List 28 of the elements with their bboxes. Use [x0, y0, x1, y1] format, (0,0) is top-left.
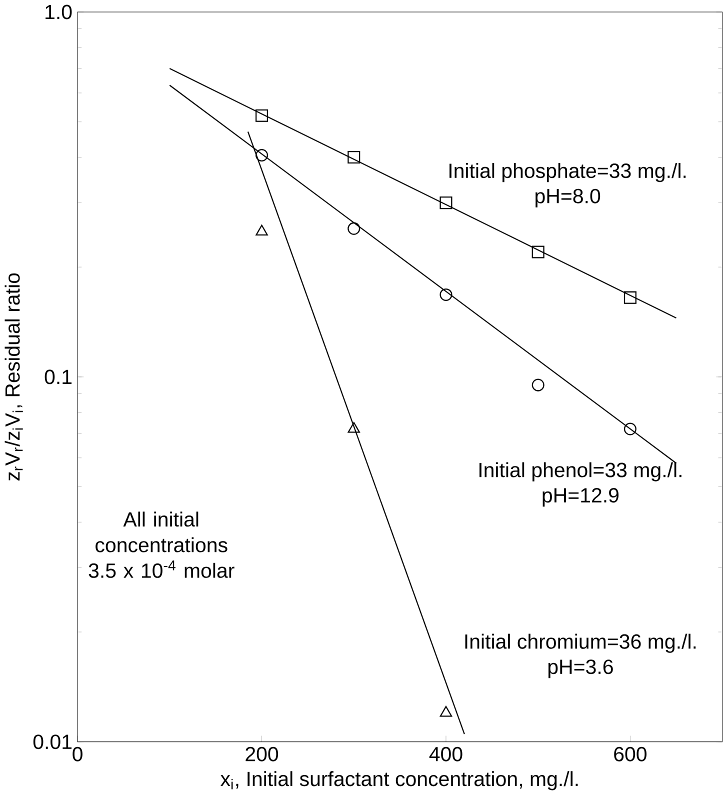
- point: [348, 422, 360, 433]
- annotation: Initial phenol=33 mg./l.: [480, 462, 682, 482]
- point: [440, 706, 452, 717]
- point: [532, 378, 545, 392]
- x-axis-title: x$_{i}$, Initial surfactant concentration, mg./l.: [220, 771, 578, 790]
- point: [624, 291, 637, 304]
- annotation: pH=3.6: [548, 660, 614, 678]
- text: z$_{r}$V$_{r}$/z$_{i}$V$_{i}$, Residual ratio: [4, 273, 24, 481]
- x-tick-label: 200: [246, 746, 278, 762]
- y-tick-label: 1.0: [46, 4, 72, 20]
- annotation: Initial chromium=36 mg./l.: [466, 634, 696, 653]
- point: [348, 222, 360, 235]
- x-tick-label: 0: [72, 746, 83, 762]
- annotation: pH=8.0: [536, 188, 600, 208]
- point: [256, 109, 268, 122]
- point: [440, 288, 452, 301]
- annotation: All initial concentrations 3.5 x 10$^{-4}$ molar: [89, 512, 235, 578]
- x-tick-label: 400: [430, 746, 462, 762]
- point: [624, 422, 637, 436]
- point: [256, 148, 268, 162]
- point: [440, 196, 452, 210]
- point: [348, 150, 360, 164]
- point: [532, 246, 545, 258]
- y-tick-label: 0.01: [34, 734, 72, 750]
- annotation: Initial phosphate=33 mg./l.: [450, 163, 686, 182]
- x-tick-label: 600: [614, 746, 647, 762]
- annotation: pH=12.9: [542, 488, 619, 507]
- y-tick-label: 0.1: [45, 370, 72, 384]
